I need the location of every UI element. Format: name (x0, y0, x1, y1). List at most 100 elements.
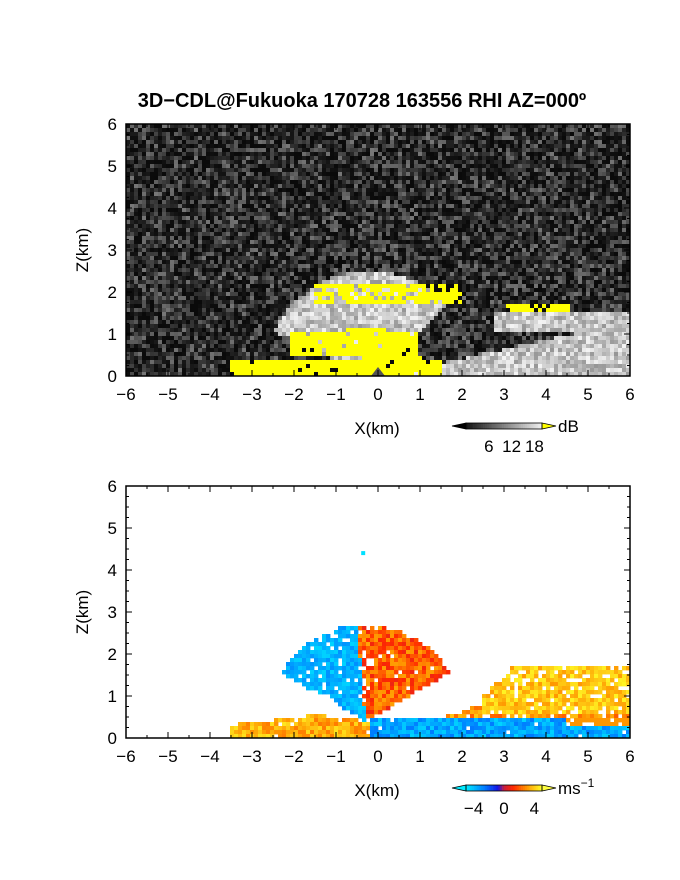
colorbar-over-arrow (541, 422, 557, 430)
y-tick-label: 2 (108, 283, 117, 302)
x-tick-label: −2 (284, 385, 303, 404)
x-tick-label: 6 (625, 747, 634, 766)
colorbar-segment (502, 785, 505, 791)
colorbar-segment (534, 423, 537, 429)
colorbar-segment (496, 423, 499, 429)
x-tick-label: −1 (326, 747, 345, 766)
colorbar-segment (523, 423, 526, 429)
x-tick-label: 0 (373, 747, 382, 766)
colorbar-segment (505, 785, 509, 791)
velocity-colorbar: −4 0 4 ms−1 (451, 776, 595, 818)
y-tick-label: 3 (108, 241, 117, 260)
colorbar-segment (469, 785, 472, 791)
colorbar-under-arrow (451, 422, 467, 430)
colorbar-segment (532, 423, 535, 429)
colorbar-under-arrow (451, 784, 467, 792)
colorbar-segment (494, 785, 497, 791)
colorbar-segment (490, 785, 493, 791)
colorbar-segment (517, 423, 520, 429)
colorbar-segment (467, 423, 471, 429)
colorbar-unit: ms−1 (558, 776, 595, 798)
y-tick-label: 4 (108, 199, 117, 218)
x-tick-label: 3 (499, 385, 508, 404)
colorbar-segment (473, 785, 476, 791)
colorbar-segment (505, 423, 509, 429)
reflectivity-xlabel: X(km) (354, 419, 399, 438)
x-tick-label: 0 (373, 385, 382, 404)
colorbar-segment (511, 785, 514, 791)
colorbar-segment (467, 785, 471, 791)
colorbar-segment (486, 423, 490, 429)
x-tick-label: −3 (242, 385, 261, 404)
colorbar-segment (523, 785, 526, 791)
colorbar-segment (481, 423, 484, 429)
y-tick-label: 3 (108, 603, 117, 622)
y-tick-label: 6 (108, 115, 117, 134)
colorbar-segment (528, 423, 531, 429)
colorbar-segment (502, 423, 505, 429)
colorbar-segment (521, 423, 524, 429)
y-tick-label: 4 (108, 561, 117, 580)
colorbar-segment (524, 423, 528, 429)
colorbar-segment (509, 423, 512, 429)
colorbar-tick-label: 0 (499, 799, 508, 818)
y-tick-label: 5 (108, 157, 117, 176)
colorbar-segment (540, 423, 543, 429)
y-tick-label: 5 (108, 519, 117, 538)
colorbar-tick-label: 6 (484, 437, 493, 456)
colorbar-segment (526, 785, 529, 791)
colorbar-segment (530, 785, 533, 791)
colorbar-segment (471, 423, 474, 429)
x-tick-label: 1 (415, 385, 424, 404)
colorbar-segment (507, 785, 510, 791)
x-tick-label: 4 (541, 385, 550, 404)
x-tick-label: −3 (242, 747, 261, 766)
colorbar-over-arrow (541, 784, 557, 792)
colorbar-segment (471, 785, 474, 791)
x-tick-label: −4 (200, 385, 219, 404)
y-tick-label: 1 (108, 325, 117, 344)
x-tick-label: 4 (541, 747, 550, 766)
colorbar-segment (513, 785, 516, 791)
colorbar-segment (479, 423, 482, 429)
colorbar-segment (540, 785, 543, 791)
figure-title: 3D−CDL@Fukuoka 170728 163556 RHI AZ=000º (138, 90, 587, 112)
velocity-axis-ticks: −6 −5 −4 −3 −2 −1 0 1 2 3 4 5 6 0 1 2 3 4 5 6 (108, 477, 635, 766)
colorbar-segment (485, 423, 488, 429)
colorbar-segment (538, 423, 541, 429)
colorbar-frame (465, 784, 543, 792)
reflectivity-axis-ticks: −6 −5 −4 −3 −2 −1 0 1 2 3 4 5 6 0 1 2 3 4 5 6 (108, 115, 635, 404)
colorbar-segment (494, 423, 497, 429)
colorbar-segment (500, 785, 503, 791)
colorbar-segment (532, 785, 535, 791)
colorbar-tick-label: 4 (530, 799, 539, 818)
x-tick-label: 2 (457, 747, 466, 766)
colorbar-segment (509, 785, 512, 791)
velocity-ylabel: Z(km) (73, 590, 92, 634)
colorbar-segment (475, 423, 478, 429)
colorbar-segment (492, 423, 495, 429)
colorbar-segment (517, 785, 520, 791)
colorbar-segment (504, 423, 507, 429)
colorbar-segment (473, 423, 476, 429)
x-tick-label: 3 (499, 747, 508, 766)
colorbar-segment (519, 785, 522, 791)
colorbar-segment (492, 785, 495, 791)
colorbar-segment (498, 785, 501, 791)
colorbar-segment (466, 785, 469, 791)
x-tick-label: −5 (158, 385, 177, 404)
colorbar-segment (485, 785, 488, 791)
x-tick-label: −2 (284, 747, 303, 766)
colorbar-segment (477, 785, 480, 791)
colorbar-segment (469, 423, 472, 429)
y-tick-label: 0 (108, 729, 117, 748)
x-tick-label: 6 (625, 385, 634, 404)
isolated-velocity-pixel (361, 551, 366, 556)
colorbar-segment (481, 785, 484, 791)
colorbar-segment (513, 423, 516, 429)
colorbar-segment (507, 423, 510, 429)
colorbar-segment (496, 785, 499, 791)
velocity-field (230, 551, 631, 739)
colorbar-segment (528, 785, 531, 791)
